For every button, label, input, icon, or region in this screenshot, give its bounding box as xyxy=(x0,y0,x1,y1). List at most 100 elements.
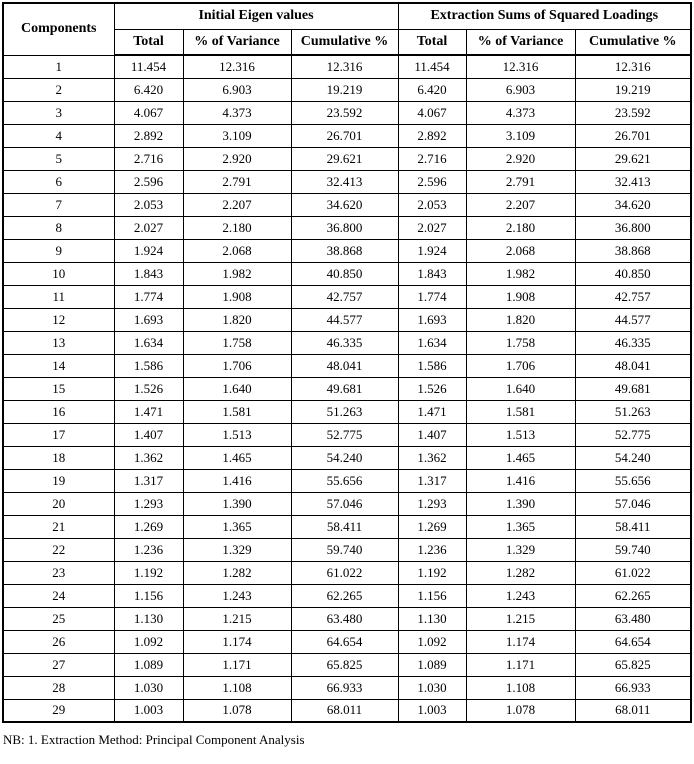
initial-total-cell: 1.089 xyxy=(113,652,184,677)
initial-total-cell: 1.317 xyxy=(113,468,184,493)
extraction-total-cell: 1.293 xyxy=(397,491,467,516)
initial-cumulative-pct-cell: 54.240 xyxy=(290,445,399,470)
table-header: Components Initial Eigen values Extracti… xyxy=(2,2,692,56)
initial-total-cell: 1.924 xyxy=(113,238,184,263)
initial-total-cell: 1.030 xyxy=(113,675,184,700)
table-row: 7 2.053 2.207 34.620 2.053 2.207 34.620 xyxy=(2,192,692,217)
table-row: 18 1.362 1.465 54.240 1.362 1.465 54.240 xyxy=(2,445,692,470)
extraction-pct-variance-cell: 1.465 xyxy=(465,445,576,470)
initial-cumulative-pct-cell: 29.621 xyxy=(290,146,399,171)
extraction-total-cell: 1.089 xyxy=(397,652,467,677)
extraction-pct-variance-cell: 2.068 xyxy=(465,238,576,263)
extraction-total-cell: 1.693 xyxy=(397,307,467,332)
table-row: 23 1.192 1.282 61.022 1.192 1.282 61.022 xyxy=(2,560,692,585)
extraction-pct-variance-cell: 1.174 xyxy=(465,629,576,654)
initial-total-cell: 1.843 xyxy=(113,261,184,286)
table-row: 26 1.092 1.174 64.654 1.092 1.174 64.654 xyxy=(2,629,692,654)
table-row: 21 1.269 1.365 58.411 1.269 1.365 58.411 xyxy=(2,514,692,539)
component-number-cell: 17 xyxy=(2,422,115,447)
extraction-cumulative-pct-cell: 19.219 xyxy=(574,77,692,102)
component-number-cell: 2 xyxy=(2,77,115,102)
initial-cumulative-pct-cell: 34.620 xyxy=(290,192,399,217)
component-number-cell: 15 xyxy=(2,376,115,401)
extraction-cumulative-pct-cell: 64.654 xyxy=(574,629,692,654)
initial-total-cell: 1.362 xyxy=(113,445,184,470)
initial-total-cell: 1.526 xyxy=(113,376,184,401)
extraction-total-cell: 2.596 xyxy=(397,169,467,194)
extraction-pct-variance-cell: 1.706 xyxy=(465,353,576,378)
table-row: 3 4.067 4.373 23.592 4.067 4.373 23.592 xyxy=(2,100,692,125)
components-header: Components xyxy=(2,2,115,56)
extraction-total-cell: 2.716 xyxy=(397,146,467,171)
extraction-pct-variance-cell: 1.581 xyxy=(465,399,576,424)
initial-total-cell: 1.156 xyxy=(113,583,184,608)
extraction-cumulative-pct-cell: 63.480 xyxy=(574,606,692,631)
extraction-total-cell: 1.130 xyxy=(397,606,467,631)
extraction-cumulative-pct-cell: 32.413 xyxy=(574,169,692,194)
initial-total-cell: 1.407 xyxy=(113,422,184,447)
table-row: 16 1.471 1.581 51.263 1.471 1.581 51.263 xyxy=(2,399,692,424)
component-number-cell: 29 xyxy=(2,698,115,723)
initial-pct-variance-cell: 1.581 xyxy=(182,399,292,424)
table-row: 19 1.317 1.416 55.656 1.317 1.416 55.656 xyxy=(2,468,692,493)
extraction-cumulative-pct-cell: 55.656 xyxy=(574,468,692,493)
table-row: 14 1.586 1.706 48.041 1.586 1.706 48.041 xyxy=(2,353,692,378)
initial-pct-variance-header: % of Variance xyxy=(182,28,292,56)
table-row: 25 1.130 1.215 63.480 1.130 1.215 63.480 xyxy=(2,606,692,631)
extraction-pct-variance-cell: 1.390 xyxy=(465,491,576,516)
initial-total-cell: 1.634 xyxy=(113,330,184,355)
initial-pct-variance-cell: 2.207 xyxy=(182,192,292,217)
initial-pct-variance-cell: 2.068 xyxy=(182,238,292,263)
initial-pct-variance-cell: 1.282 xyxy=(182,560,292,585)
extraction-cumulative-pct-cell: 26.701 xyxy=(574,123,692,148)
initial-cumulative-pct-cell: 40.850 xyxy=(290,261,399,286)
component-number-cell: 11 xyxy=(2,284,115,309)
initial-pct-variance-cell: 2.180 xyxy=(182,215,292,240)
initial-cumulative-pct-cell: 59.740 xyxy=(290,537,399,562)
initial-pct-variance-cell: 1.390 xyxy=(182,491,292,516)
table-row: 24 1.156 1.243 62.265 1.156 1.243 62.265 xyxy=(2,583,692,608)
extraction-pct-variance-cell: 1.329 xyxy=(465,537,576,562)
initial-pct-variance-cell: 2.920 xyxy=(182,146,292,171)
initial-cumulative-pct-cell: 32.413 xyxy=(290,169,399,194)
initial-pct-variance-cell: 1.513 xyxy=(182,422,292,447)
extraction-total-header: Total xyxy=(397,28,467,56)
extraction-pct-variance-cell: 2.791 xyxy=(465,169,576,194)
initial-cumulative-pct-cell: 61.022 xyxy=(290,560,399,585)
initial-pct-variance-cell: 1.243 xyxy=(182,583,292,608)
component-number-cell: 22 xyxy=(2,537,115,562)
extraction-cumulative-pct-cell: 65.825 xyxy=(574,652,692,677)
extraction-pct-variance-cell: 1.365 xyxy=(465,514,576,539)
initial-total-cell: 1.693 xyxy=(113,307,184,332)
extraction-cumulative-pct-cell: 54.240 xyxy=(574,445,692,470)
component-number-cell: 23 xyxy=(2,560,115,585)
initial-cumulative-pct-cell: 58.411 xyxy=(290,514,399,539)
component-number-cell: 5 xyxy=(2,146,115,171)
component-number-cell: 26 xyxy=(2,629,115,654)
initial-total-cell: 2.053 xyxy=(113,192,184,217)
extraction-loadings-group-header: Extraction Sums of Squared Loadings xyxy=(397,2,692,30)
extraction-cumulative-pct-cell: 61.022 xyxy=(574,560,692,585)
initial-pct-variance-cell: 2.791 xyxy=(182,169,292,194)
extraction-pct-variance-cell: 1.171 xyxy=(465,652,576,677)
table-row: 13 1.634 1.758 46.335 1.634 1.758 46.335 xyxy=(2,330,692,355)
initial-pct-variance-cell: 12.316 xyxy=(182,54,292,79)
table-body: 1 11.454 12.316 12.316 11.454 12.316 12.… xyxy=(2,54,692,723)
initial-total-cell: 1.236 xyxy=(113,537,184,562)
initial-cumulative-pct-cell: 46.335 xyxy=(290,330,399,355)
component-number-cell: 7 xyxy=(2,192,115,217)
table-row: 22 1.236 1.329 59.740 1.236 1.329 59.740 xyxy=(2,537,692,562)
initial-total-cell: 1.092 xyxy=(113,629,184,654)
header-sub-row: Total % of Variance Cumulative % Total %… xyxy=(3,28,692,56)
initial-cumulative-pct-cell: 52.775 xyxy=(290,422,399,447)
table-row: 12 1.693 1.820 44.577 1.693 1.820 44.577 xyxy=(2,307,692,332)
component-number-cell: 18 xyxy=(2,445,115,470)
table-row: 9 1.924 2.068 38.868 1.924 2.068 38.868 xyxy=(2,238,692,263)
initial-pct-variance-cell: 1.174 xyxy=(182,629,292,654)
eigenvalues-table: Components Initial Eigen values Extracti… xyxy=(2,2,693,723)
initial-total-cell: 6.420 xyxy=(113,77,184,102)
initial-pct-variance-cell: 1.758 xyxy=(182,330,292,355)
initial-cumulative-pct-cell: 51.263 xyxy=(290,399,399,424)
initial-total-cell: 1.471 xyxy=(113,399,184,424)
extraction-cumulative-pct-cell: 29.621 xyxy=(574,146,692,171)
